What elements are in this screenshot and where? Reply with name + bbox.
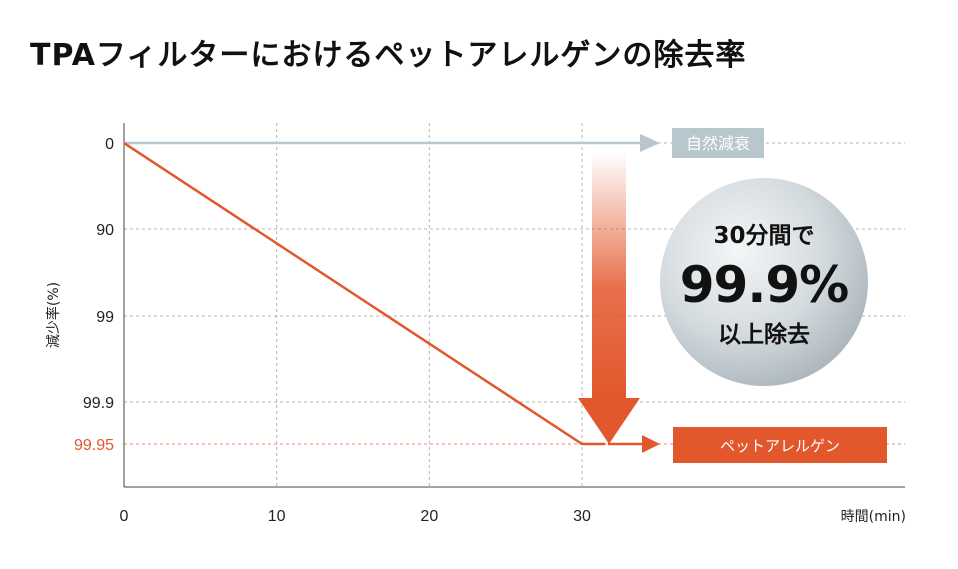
- reduction-arrow-shaft: [592, 152, 626, 400]
- y-tick-label-99.9: 99.9: [83, 395, 114, 412]
- x-axis-title: 時間(min): [841, 509, 906, 525]
- y-tick-label-99: 99: [96, 309, 114, 326]
- y-axis-title: 減少率(%): [45, 282, 62, 348]
- allergen-connector: [608, 435, 660, 453]
- series: [123, 134, 660, 453]
- y-tick-label-99.95: 99.95: [74, 437, 114, 454]
- allergen-connector-arrowhead: [642, 435, 660, 453]
- reduction-arrow-head: [578, 398, 640, 444]
- x-tick-label-20: 20: [420, 508, 438, 525]
- allergen-tag: ペットアレルゲン: [673, 427, 887, 463]
- series-pet-allergen: [123, 141, 605, 446]
- natural-decay-connector: [582, 134, 660, 152]
- allergen-tag-label: ペットアレルゲン: [720, 437, 840, 455]
- x-tick-label-30: 30: [573, 508, 591, 525]
- natural-decay-tag: 自然減衰: [672, 128, 764, 158]
- axes: [123, 123, 905, 488]
- result-callout: 30分間で 99.9% 以上除去: [660, 178, 868, 386]
- callout-line1: 30分間で: [713, 223, 814, 249]
- natural-decay-connector-arrowhead: [640, 134, 660, 152]
- result-callout-circle: [660, 178, 868, 386]
- tick-labels: 0 90 99 99.9 99.95 0 10 20 30: [74, 136, 591, 525]
- natural-decay-tag-label: 自然減衰: [686, 134, 750, 153]
- page-title: TPAフィルターにおけるペットアレルゲンの除去率: [30, 38, 747, 73]
- allergen-tag-box: [673, 427, 887, 463]
- x-tick-label-0: 0: [120, 508, 129, 525]
- y-tick-label-90: 90: [96, 222, 114, 239]
- callout-line3: 以上除去: [718, 321, 810, 348]
- callout-line2: 99.9%: [680, 256, 848, 314]
- natural-decay-tag-box: [672, 128, 764, 158]
- reduction-arrow: [578, 152, 640, 444]
- y-tick-label-0: 0: [105, 136, 114, 153]
- x-tick-label-10: 10: [268, 508, 286, 525]
- pet-allergen-line: [123, 141, 605, 446]
